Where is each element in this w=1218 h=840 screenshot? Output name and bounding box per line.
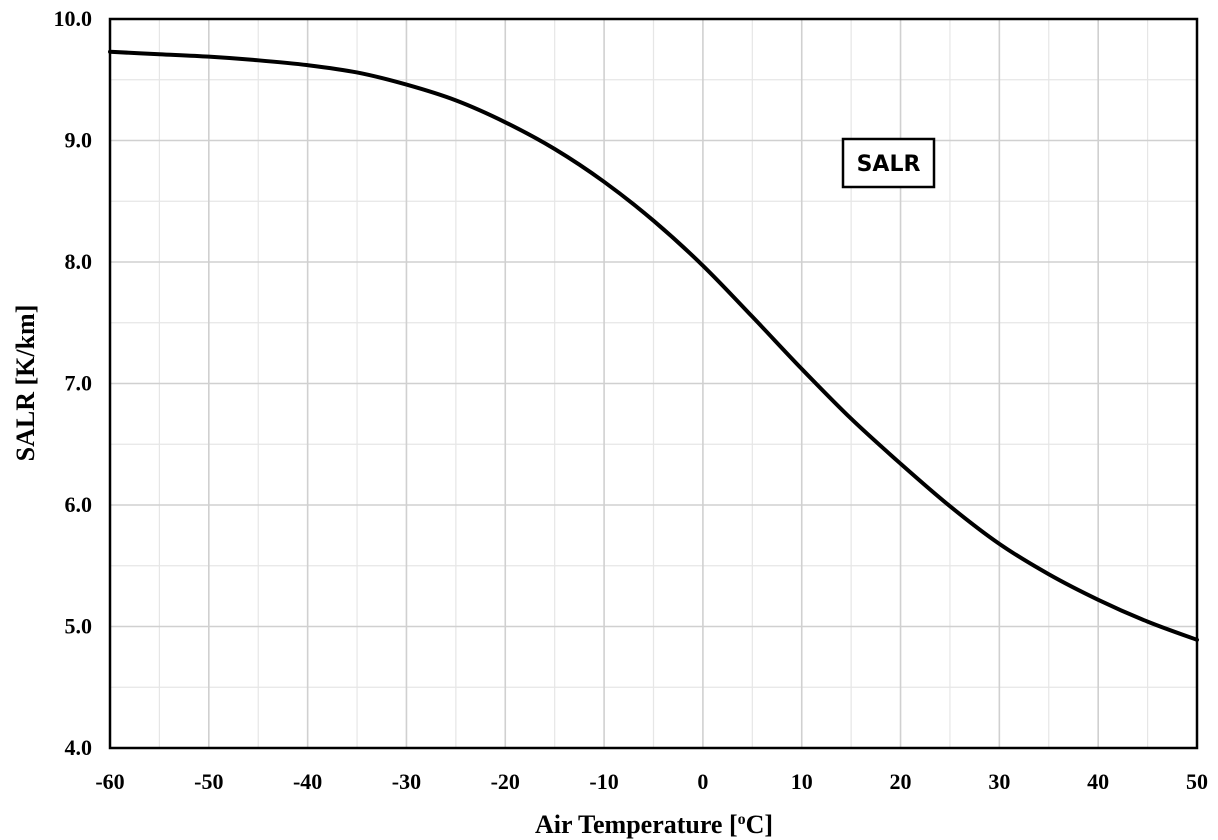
major-grid — [110, 19, 1197, 748]
y-tick-label: 6.0 — [65, 492, 93, 517]
y-tick-label: 5.0 — [65, 614, 93, 639]
y-tick-labels: 4.0 5.0 6.0 7.0 8.0 9.0 10.0 — [54, 6, 93, 760]
plot-frame — [108, 17, 1199, 750]
y-tick-label: 4.0 — [65, 735, 93, 760]
x-axis-title-main: Air Temperature [ — [535, 810, 738, 839]
y-tick-label: 8.0 — [65, 249, 93, 274]
x-tick-label: 50 — [1186, 769, 1208, 794]
series-layer — [108, 49, 1199, 642]
y-tick-label: 10.0 — [54, 6, 93, 31]
x-tick-label: -30 — [392, 769, 421, 794]
x-tick-label: -60 — [95, 769, 124, 794]
x-tick-label: -40 — [293, 769, 322, 794]
annotation-label: SALR — [857, 152, 921, 177]
x-tick-label: -20 — [491, 769, 520, 794]
annotation-frame — [841, 137, 936, 189]
series-line — [108, 49, 1199, 642]
y-axis-title: SALR [K/km] — [11, 305, 40, 462]
annotation-box: SALR — [841, 137, 936, 189]
x-tick-label: 40 — [1087, 769, 1109, 794]
x-tick-label: -10 — [589, 769, 618, 794]
x-tick-labels: -60 -50 -40 -30 -20 -10 0 10 20 30 40 50 — [95, 769, 1208, 794]
x-tick-label: -50 — [194, 769, 223, 794]
x-tick-label: 0 — [697, 769, 708, 794]
x-tick-label: 30 — [988, 769, 1010, 794]
y-tick-label: 7.0 — [65, 371, 93, 396]
x-tick-label: 10 — [791, 769, 813, 794]
y-tick-label: 9.0 — [65, 128, 93, 153]
x-tick-label: 20 — [890, 769, 912, 794]
x-axis-title-superscript: o — [738, 811, 746, 828]
x-axis-title-tail: C] — [746, 810, 773, 839]
x-axis-title: Air Temperature [oC] — [535, 810, 773, 839]
